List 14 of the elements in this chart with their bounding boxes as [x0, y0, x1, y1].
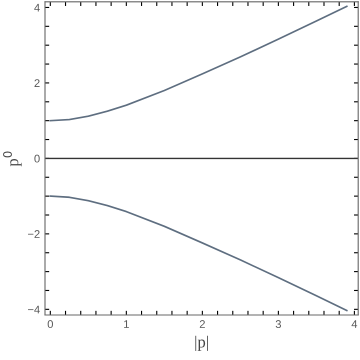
- y-tick-label: 4: [34, 4, 40, 12]
- line-series: [49, 195, 348, 312]
- x-tick-label: 3: [276, 320, 281, 328]
- x-tick-label: 2: [200, 320, 205, 328]
- y-axis-title: p$^{0}$: [3, 152, 22, 166]
- x-tick-label: 1: [124, 320, 129, 328]
- line-series: [49, 5, 348, 122]
- x-tick-label: 0: [48, 320, 53, 328]
- y-tick-label: −2: [28, 230, 40, 238]
- y-tick-label: 2: [34, 79, 40, 87]
- y-tick-label: 0: [34, 154, 40, 163]
- x-axis-title: |p|: [195, 336, 208, 351]
- x-tick-label: 4: [352, 320, 358, 328]
- y-tick-label: −4: [28, 306, 40, 314]
